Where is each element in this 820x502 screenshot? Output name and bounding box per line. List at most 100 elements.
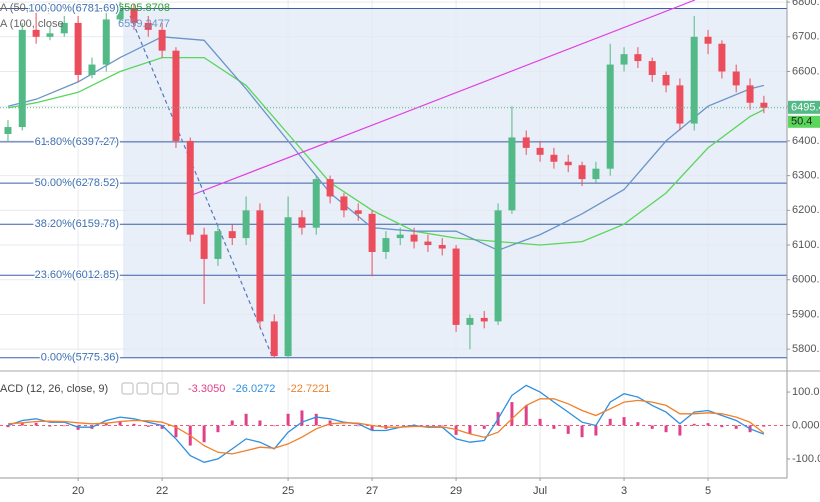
candle-body bbox=[452, 248, 460, 325]
y-tick-label: 100.000 bbox=[792, 386, 820, 398]
candle-body bbox=[606, 64, 614, 169]
candle-body bbox=[550, 154, 558, 162]
histogram-bar bbox=[118, 421, 122, 426]
ma-price-box bbox=[788, 115, 820, 128]
fib-label: 100.00%(6781.69) bbox=[28, 2, 119, 14]
candle-body bbox=[564, 161, 572, 166]
candle-body bbox=[746, 85, 754, 103]
histogram-bar bbox=[510, 402, 514, 426]
candle-body bbox=[662, 74, 670, 86]
x-tick-label: 20 bbox=[72, 485, 84, 497]
y-tick-label: 6800.00 bbox=[792, 0, 820, 8]
histogram-bar bbox=[482, 425, 486, 429]
indicator-value: 6505.8708 bbox=[118, 2, 170, 14]
candle-body bbox=[480, 317, 488, 322]
candle-body bbox=[228, 231, 236, 239]
x-tick-label: 25 bbox=[282, 485, 294, 497]
indicator-name: A (100, close bbox=[0, 18, 64, 30]
y-tick-label: 6700.00 bbox=[792, 31, 820, 43]
x-tick-label: 27 bbox=[366, 485, 378, 497]
indicator-value: -22.7221 bbox=[287, 383, 330, 395]
candle-body bbox=[172, 50, 180, 141]
candle-body bbox=[32, 29, 40, 37]
histogram-bar bbox=[230, 420, 234, 426]
histogram-bar bbox=[258, 420, 262, 426]
candle-body bbox=[634, 54, 642, 62]
candle-body bbox=[102, 19, 110, 65]
candle-body bbox=[522, 137, 530, 148]
x-tick-label: 29 bbox=[450, 485, 462, 497]
candle-body bbox=[88, 64, 96, 75]
candle-body bbox=[74, 22, 82, 75]
y-tick-label: 6000.00 bbox=[792, 274, 820, 286]
histogram-bar bbox=[132, 423, 136, 426]
candle-body bbox=[592, 168, 600, 180]
candle-body bbox=[46, 33, 54, 37]
candle-body bbox=[326, 179, 334, 197]
histogram-bar bbox=[622, 417, 626, 426]
fib-label: 50.00%(6278.52) bbox=[35, 177, 119, 189]
candle-body bbox=[340, 196, 348, 211]
histogram-bar bbox=[426, 425, 430, 427]
candle-body bbox=[494, 210, 502, 322]
y-tick-label: 6400.00 bbox=[792, 135, 820, 147]
x-tick-label: 22 bbox=[156, 485, 168, 497]
candle-body bbox=[368, 213, 376, 252]
histogram-bar bbox=[48, 425, 52, 427]
histogram-bar bbox=[692, 423, 696, 426]
candle-body bbox=[648, 61, 656, 75]
x-tick-label: Jul bbox=[533, 485, 547, 497]
legend-icon bbox=[136, 382, 149, 395]
histogram-bar bbox=[664, 425, 668, 433]
candle-body bbox=[410, 234, 418, 242]
candle-body bbox=[424, 241, 432, 246]
histogram-bar bbox=[328, 420, 332, 426]
legend-icon bbox=[151, 382, 164, 395]
histogram-bar bbox=[580, 425, 584, 438]
legend-icon bbox=[121, 382, 134, 395]
candle-body bbox=[144, 22, 152, 30]
indicator-value: 6559.2477 bbox=[118, 18, 170, 30]
candle-body bbox=[270, 321, 278, 357]
histogram-bar bbox=[300, 410, 304, 426]
fib-label: 23.60%(6012.85) bbox=[35, 269, 119, 281]
fib-label: 61.80%(6397.27) bbox=[35, 136, 119, 148]
histogram-bar bbox=[202, 425, 206, 443]
x-tick-label: 5 bbox=[705, 485, 711, 497]
moving-average bbox=[7, 36, 765, 252]
candle-body bbox=[760, 102, 768, 108]
histogram-bar bbox=[538, 418, 542, 426]
candle-body bbox=[214, 231, 222, 259]
histogram-bar bbox=[34, 422, 38, 426]
histogram-bar bbox=[650, 425, 654, 429]
candle-body bbox=[256, 210, 264, 322]
candle-body bbox=[536, 147, 544, 155]
legend-icon bbox=[166, 382, 179, 395]
histogram-bar bbox=[356, 425, 360, 427]
indicator-name: A (50, MA) bbox=[0, 2, 52, 14]
candle-body bbox=[18, 29, 26, 128]
ma-price-label: 50.4 bbox=[791, 116, 812, 128]
candle-body bbox=[704, 36, 712, 44]
histogram-bar bbox=[174, 425, 178, 438]
histogram-bar bbox=[566, 425, 570, 434]
fib-label: 0.00%(5775.36) bbox=[41, 352, 119, 364]
histogram-bar bbox=[454, 425, 458, 435]
histogram-bar bbox=[524, 405, 528, 426]
candle-body bbox=[4, 127, 12, 134]
candle-body bbox=[158, 29, 166, 51]
candle-body bbox=[438, 245, 446, 249]
candle-body bbox=[242, 210, 250, 239]
candle-body bbox=[354, 210, 362, 214]
y-tick-label: 0.000 bbox=[792, 419, 820, 431]
histogram-bar bbox=[636, 422, 640, 426]
trend-line bbox=[187, 0, 696, 198]
candle-body bbox=[130, 9, 138, 23]
histogram-bar bbox=[146, 425, 150, 427]
axis-bg bbox=[787, 0, 820, 502]
histogram-bar bbox=[160, 425, 164, 429]
candle-body bbox=[676, 85, 684, 124]
candle-body bbox=[186, 140, 194, 235]
histogram-bar bbox=[20, 423, 24, 426]
y-tick-label: 5900.00 bbox=[792, 308, 820, 320]
